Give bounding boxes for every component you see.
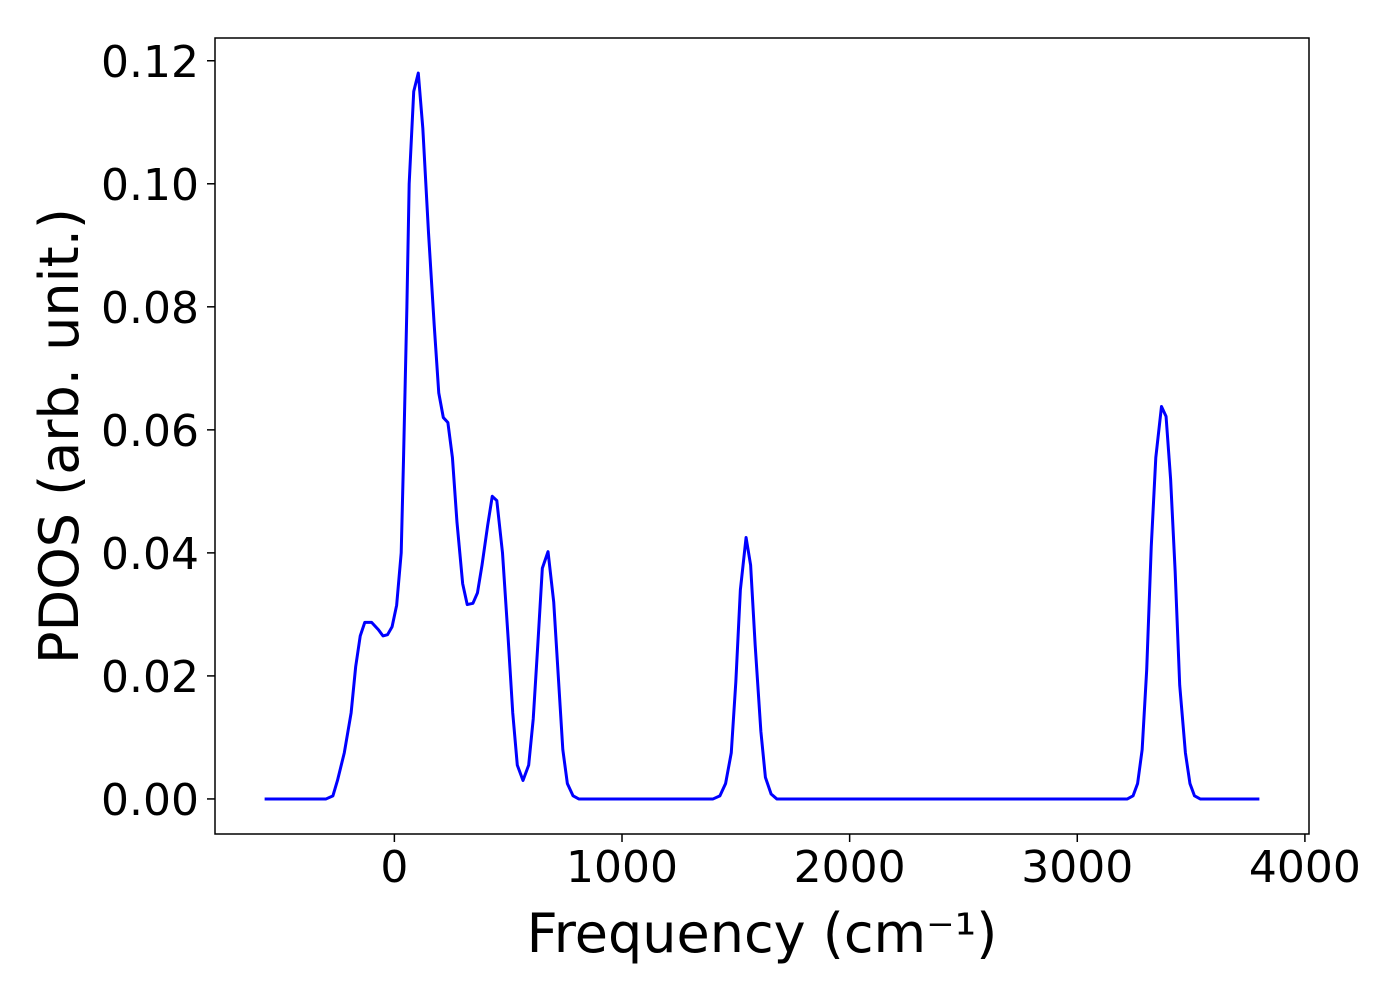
y-tick-label: 0.00 (101, 775, 199, 826)
y-tick-label: 0.06 (101, 406, 199, 457)
x-tick-label: 3000 (1021, 842, 1133, 893)
x-axis-label: Frequency (cm⁻¹) (527, 902, 998, 965)
y-tick-label: 0.02 (101, 652, 199, 703)
x-tick-label: 0 (380, 842, 408, 893)
y-tick-label: 0.08 (101, 283, 199, 334)
y-tick-label: 0.12 (101, 37, 199, 88)
y-tick-label: 0.10 (101, 160, 199, 211)
y-tick-label: 0.04 (101, 529, 199, 580)
plot-frame (214, 37, 1310, 835)
data-line (264, 71, 1260, 801)
x-tick-label: 4000 (1249, 842, 1361, 893)
x-tick-label: 1000 (566, 842, 678, 893)
y-axis-label: PDOS (arb. unit.) (28, 208, 91, 664)
x-tick-label: 2000 (794, 842, 906, 893)
